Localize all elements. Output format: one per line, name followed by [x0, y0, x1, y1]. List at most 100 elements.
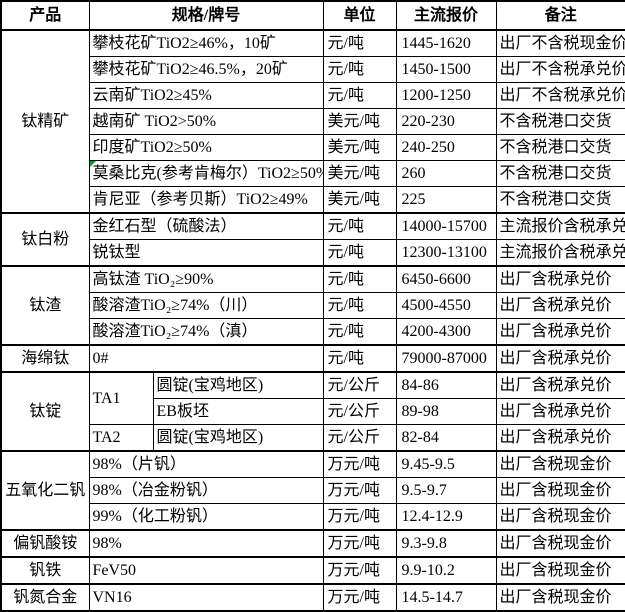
spec-cell: 攀枝花矿TiO2≥46%，10矿 — [88, 29, 324, 57]
note-cell: 主流报价含税承兑 — [495, 212, 625, 240]
unit-cell: 万元/吨 — [322, 450, 397, 478]
unit-cell: 元/公斤 — [322, 398, 397, 425]
note-cell: 出厂含税现金价 — [495, 450, 625, 478]
price-cell: 12.4-12.9 — [395, 503, 497, 531]
table-row: 偏钒酸铵 98% 万元/吨 9.3-9.8 出厂含税现金价 — [0, 529, 625, 558]
price-cell: 240-250 — [395, 134, 497, 161]
spec-cell: 锐钛型 — [88, 239, 324, 267]
spec-cell: 肯尼亚（参考贝斯）TiO2≥49% — [88, 186, 324, 214]
price-cell: 260 — [395, 160, 497, 187]
unit-cell: 万元/吨 — [322, 503, 397, 531]
comment-marker-icon — [90, 161, 96, 167]
note-cell: 出厂含税承兑价 — [495, 344, 625, 373]
note-cell: 出厂含税承兑价 — [495, 424, 625, 452]
table-row: 酸溶渣TiO₂≥74%（滇） 元/吨 4200-4300 出厂含税承兑价 — [1, 318, 625, 346]
table-row: 五氧化二钒 98%（片钒） 万元/吨 9.45-9.5 出厂含税现金价 — [0, 450, 625, 531]
unit-cell: 美元/吨 — [322, 160, 397, 187]
unit-cell: 元/吨 — [322, 212, 397, 240]
price-cell: 1450-1500 — [395, 56, 497, 83]
price-cell: 225 — [395, 186, 497, 214]
product-group-vanadium-nitrogen-alloy: 钒氮合金 — [0, 583, 90, 612]
note-cell: 不含税港口交货 — [495, 134, 625, 161]
product-group-vanadium-pentoxide: 五氧化二钒 — [0, 450, 90, 531]
unit-cell: 万元/吨 — [322, 583, 397, 612]
note-cell: 出厂含税承兑价 — [495, 371, 625, 399]
spec-cell: 酸溶渣TiO₂≥74%（川） — [88, 292, 324, 319]
unit-cell: 元/公斤 — [322, 424, 397, 452]
spec-text: 莫桑比克(参考肯梅尔）TiO2≥50% — [92, 164, 324, 182]
product-group-ammonium-metavanadate: 偏钒酸铵 — [0, 529, 90, 558]
table-header-row: 产品 规格/牌号 单位 主流报价 备注 — [0, 0, 625, 31]
note-cell: 出厂含税承兑价 — [495, 398, 625, 425]
price-cell: 1200-1250 — [395, 82, 497, 109]
price-cell: 14000-15700 — [395, 212, 497, 240]
note-cell: 不含税港口交货 — [495, 108, 625, 135]
table-row: 海绵钛 0# 元/吨 79000-87000 出厂含税承兑价 — [0, 344, 625, 373]
table-row: 钛白粉 金红石型（硫酸法） 元/吨 14000-15700 主流报价含税承兑 — [0, 212, 625, 267]
table-row: 越南矿 TiO2>50% 美元/吨 220-230 不含税港口交货 — [1, 108, 625, 135]
price-cell: 14.5-14.7 — [395, 583, 497, 612]
note-cell: 不含税港口交货 — [495, 186, 625, 214]
table-row: 98%（冶金粉钒） 万元/吨 9.5-9.7 出厂含税现金价 — [1, 477, 625, 504]
price-cell: 12300-13100 — [395, 239, 497, 267]
spec-cell: 云南矿TiO2≥45% — [88, 82, 324, 109]
note-cell: 出厂不含税现金价 — [495, 29, 625, 57]
note-cell: 出厂不含税承兑价 — [495, 82, 625, 109]
note-cell: 出厂含税现金价 — [495, 503, 625, 531]
unit-cell: 元/吨 — [322, 265, 397, 293]
unit-cell: 元/吨 — [322, 56, 397, 83]
spec-cell: 越南矿 TiO2>50% — [88, 108, 324, 135]
spec-cell: 印度矿TiO2≥50% — [88, 134, 324, 161]
col-header-spec: 规格/牌号 — [88, 0, 324, 31]
table-row: 钒氮合金 VN16 万元/吨 14.5-14.7 出厂含税现金价 — [0, 583, 625, 612]
unit-cell: 元/吨 — [322, 82, 397, 109]
note-cell: 出厂含税承兑价 — [495, 318, 625, 346]
table-row: 云南矿TiO2≥45% 元/吨 1200-1250 出厂不含税承兑价 — [1, 82, 625, 109]
product-group-titanium-concentrate: 钛精矿 — [0, 29, 90, 214]
spec-cell: 99%（化工粉钒） — [88, 503, 324, 531]
product-group-ferrovanadium: 钒铁 — [0, 556, 90, 585]
unit-cell: 元/吨 — [322, 292, 397, 319]
unit-cell: 万元/吨 — [322, 556, 397, 585]
price-cell: 79000-87000 — [395, 344, 497, 373]
table-row: TA2 圆锭(宝鸡地区) 元/公斤 82-84 出厂含税承兑价 — [1, 424, 625, 452]
spec-cell: 酸溶渣TiO₂≥74%（滇） — [88, 318, 324, 346]
table-row: 莫桑比克(参考肯梅尔）TiO2≥50% 美元/吨 260 不含税港口交货 — [1, 160, 625, 187]
col-header-note: 备注 — [495, 0, 625, 31]
price-cell: 220-230 — [395, 108, 497, 135]
spec-cell: 高钛渣 TiO₂≥90% — [88, 265, 324, 293]
grade-cell: TA1 — [88, 371, 154, 425]
unit-cell: 万元/吨 — [322, 529, 397, 558]
spec-cell: 圆锭(宝鸡地区) — [152, 424, 324, 452]
table-row: 印度矿TiO2≥50% 美元/吨 240-250 不含税港口交货 — [1, 134, 625, 161]
unit-cell: 美元/吨 — [322, 108, 397, 135]
table-row: 攀枝花矿TiO2≥46.5%，20矿 元/吨 1450-1500 出厂不含税承兑… — [1, 56, 625, 83]
table-row: 钒铁 FeV50 万元/吨 9.9-10.2 出厂含税现金价 — [0, 556, 625, 585]
unit-cell: 美元/吨 — [322, 134, 397, 161]
price-cell: 9.9-10.2 — [395, 556, 497, 585]
product-group-titanium-sponge: 海绵钛 — [0, 344, 90, 373]
unit-cell: 元/吨 — [322, 239, 397, 267]
price-cell: 4200-4300 — [395, 318, 497, 346]
unit-cell: 元/吨 — [322, 29, 397, 57]
col-header-unit: 单位 — [322, 0, 397, 31]
price-cell: 9.3-9.8 — [395, 529, 497, 558]
spec-cell: 圆锭(宝鸡地区) — [152, 371, 324, 399]
note-cell: 出厂含税承兑价 — [495, 292, 625, 319]
unit-cell: 美元/吨 — [322, 186, 397, 214]
table-row: 钛锭 TA1 圆锭(宝鸡地区) 元/公斤 84-86 出厂含税承兑价 — [0, 371, 625, 452]
spec-cell: 攀枝花矿TiO2≥46.5%，20矿 — [88, 56, 324, 83]
note-cell: 出厂含税现金价 — [495, 583, 625, 612]
spec-cell: 金红石型（硫酸法） — [88, 212, 324, 240]
table-row: 锐钛型 元/吨 12300-13100 主流报价含税承兑 — [1, 239, 625, 267]
spec-cell: EB板坯 — [152, 398, 324, 425]
product-group-titanium-ingot: 钛锭 — [0, 371, 90, 452]
table-row: 钛渣 高钛渣 TiO₂≥90% 元/吨 6450-6600 出厂含税承兑价 — [0, 265, 625, 346]
price-cell: 1445-1620 — [395, 29, 497, 57]
unit-cell: 元/公斤 — [322, 371, 397, 399]
note-cell: 出厂不含税承兑价 — [495, 56, 625, 83]
spec-cell: FeV50 — [88, 556, 324, 585]
spec-cell: 98%（冶金粉钒） — [88, 477, 324, 504]
table-row: 钛精矿 攀枝花矿TiO2≥46%，10矿 元/吨 1445-1620 出厂不含税… — [0, 29, 625, 214]
